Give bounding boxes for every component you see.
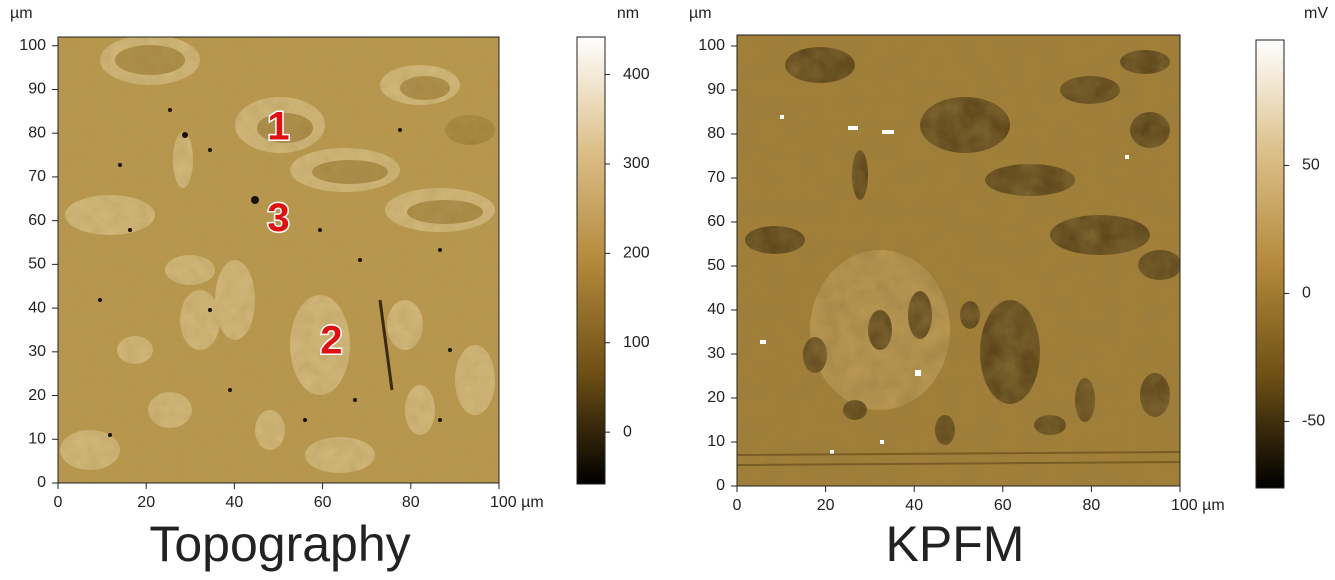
colorbar-tick-label: 300 [623,155,650,172]
y-tick-label: 50 [707,257,725,274]
y-tick-label: 30 [707,345,725,362]
x-tick-label: 60 [314,494,332,511]
y-tick-label: 40 [28,299,46,316]
region-label: 3 [267,196,289,240]
x-tick-label: 60 [994,497,1012,514]
colorbar-tick-label: -50 [1302,413,1325,430]
x-tick-label: 20 [137,494,155,511]
colorbar-tick-label: 0 [623,423,632,440]
x-tick-label: 20 [817,497,835,514]
x-tick-label: 0 [54,494,63,511]
y-tick-label: 10 [28,430,46,447]
figure: 020406080100 µm0102030405060708090100µmT… [0,0,1335,580]
y-tick-label: 80 [28,124,46,141]
y-tick-label: 70 [28,168,46,185]
y-tick-label: 80 [707,125,725,142]
y-tick-label: 10 [707,433,725,450]
colorbar-unit: nm [617,5,639,22]
y-tick-label: 0 [716,477,725,494]
x-tick-label: 80 [1083,497,1101,514]
y-tick-label: 50 [28,256,46,273]
x-tick-label: 40 [226,494,244,511]
colorbar-tick-label: 100 [623,334,650,351]
colorbar-tick-label: 400 [623,66,650,83]
y-tick-label: 20 [707,389,725,406]
y-tick-label: 60 [28,212,46,229]
panel-title: KPFM [886,516,1025,572]
y-tick-label: 40 [707,301,725,318]
y-unit-label: µm [689,5,712,22]
y-tick-label: 90 [707,81,725,98]
y-tick-label: 100 [698,37,725,54]
y-tick-label: 30 [28,343,46,360]
y-tick-label: 60 [707,213,725,230]
x-tick-label: 0 [733,497,742,514]
topography-map [58,35,499,483]
y-tick-label: 0 [37,474,46,491]
colorbar [577,37,605,484]
colorbar-unit: mV [1304,5,1328,22]
x-tick-label: 80 [402,494,420,511]
y-tick-label: 90 [28,81,46,98]
x-tick-label: 100 µm [1171,497,1225,514]
colorbar-tick-label: 200 [623,245,650,262]
kpfm-map [737,35,1182,486]
region-label: 2 [320,319,342,363]
colorbar-tick-label: 0 [1302,285,1311,302]
x-tick-label: 40 [905,497,923,514]
colorbar [1256,40,1284,488]
panel-title: Topography [149,516,410,572]
y-tick-label: 100 [19,37,46,54]
y-tick-label: 70 [707,169,725,186]
y-unit-label: µm [10,5,33,22]
y-tick-label: 20 [28,387,46,404]
region-label: 1 [267,104,289,148]
x-tick-label: 100 µm [490,494,544,511]
colorbar-tick-label: 50 [1302,157,1320,174]
